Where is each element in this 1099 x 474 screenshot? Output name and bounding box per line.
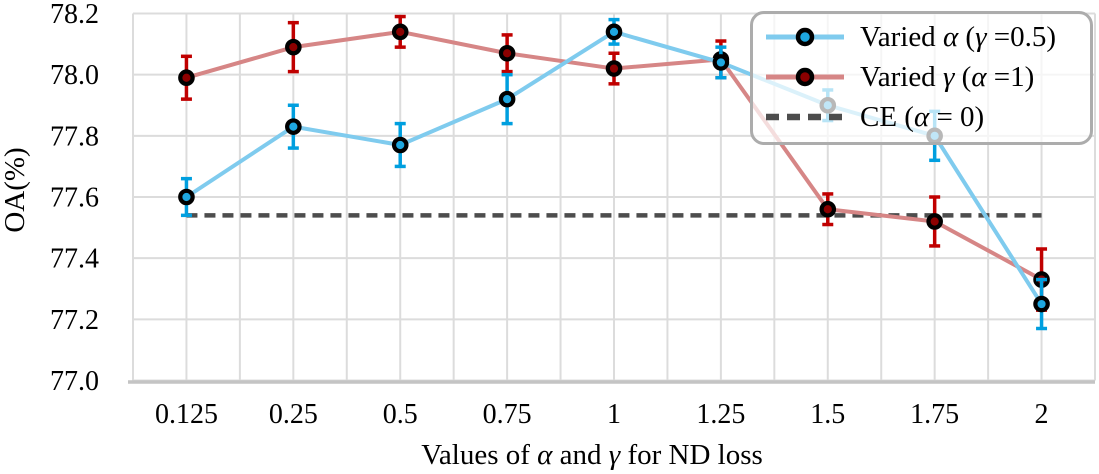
y-tick-label: 77.6	[50, 183, 99, 214]
data-point-marker	[391, 136, 409, 154]
series-varied-gamma	[178, 14, 1050, 312]
y-tick-label: 77.4	[50, 244, 99, 275]
legend-swatch	[766, 27, 844, 47]
data-point-marker	[605, 23, 623, 41]
y-tick-label: 78.2	[50, 0, 99, 30]
legend-marker-sample	[795, 27, 815, 47]
x-tick-label: 2	[1035, 399, 1049, 430]
data-point-marker	[498, 44, 516, 62]
x-tick-label: 1	[607, 399, 621, 430]
legend-marker-sample	[795, 67, 815, 87]
x-tick-label: 0.25	[269, 399, 318, 430]
data-point-marker	[712, 54, 730, 71]
data-point-marker	[178, 188, 195, 206]
y-tick-labels: 78.2 78.0 77.8 77.6 77.4 77.2 77.0	[50, 0, 99, 397]
y-tick-label: 78.0	[50, 60, 99, 91]
x-axis-title: Values of α and γ for ND loss	[421, 439, 763, 471]
legend-item: Varied α (γ =0.5)	[763, 20, 1082, 53]
data-point-marker	[605, 60, 623, 77]
x-tick-label: 0.125	[155, 399, 218, 430]
legend-item: Varied γ (α =1)	[763, 60, 1082, 93]
legend-swatch	[766, 113, 844, 121]
x-tick-label: 1.75	[910, 399, 959, 430]
legend-item-label: CE (α = 0)	[860, 100, 985, 133]
legend-item: CE (α = 0)	[763, 100, 1082, 133]
data-point-marker	[178, 69, 195, 87]
legend-swatch	[766, 67, 844, 87]
data-point-marker	[391, 23, 409, 41]
data-point-marker	[1033, 295, 1050, 313]
data-point-marker	[285, 38, 302, 56]
y-tick-label: 77.0	[50, 366, 99, 397]
data-point-marker	[498, 90, 516, 108]
y-tick-label: 77.8	[50, 121, 99, 152]
x-tick-label: 0.75	[483, 399, 532, 430]
x-tick-label: 1.25	[696, 399, 745, 430]
legend-item-label: Varied γ (α =1)	[860, 60, 1035, 93]
data-point-marker	[926, 213, 943, 230]
y-tick-label: 77.2	[50, 305, 99, 336]
legend: Varied α (γ =0.5) Varied γ (α =1) CE (α = …	[750, 11, 1093, 145]
data-point-marker	[285, 118, 302, 135]
x-tick-labels: 0.125 0.25 0.5 0.75 1 1.25 1.5 1.75 2	[155, 399, 1049, 430]
legend-item-label: Varied α (γ =0.5)	[860, 20, 1057, 53]
data-point-marker	[819, 200, 837, 218]
y-axis-title: OA(%)	[0, 147, 31, 232]
x-tick-label: 1.5	[810, 399, 845, 430]
x-tick-label: 0.5	[383, 399, 418, 430]
